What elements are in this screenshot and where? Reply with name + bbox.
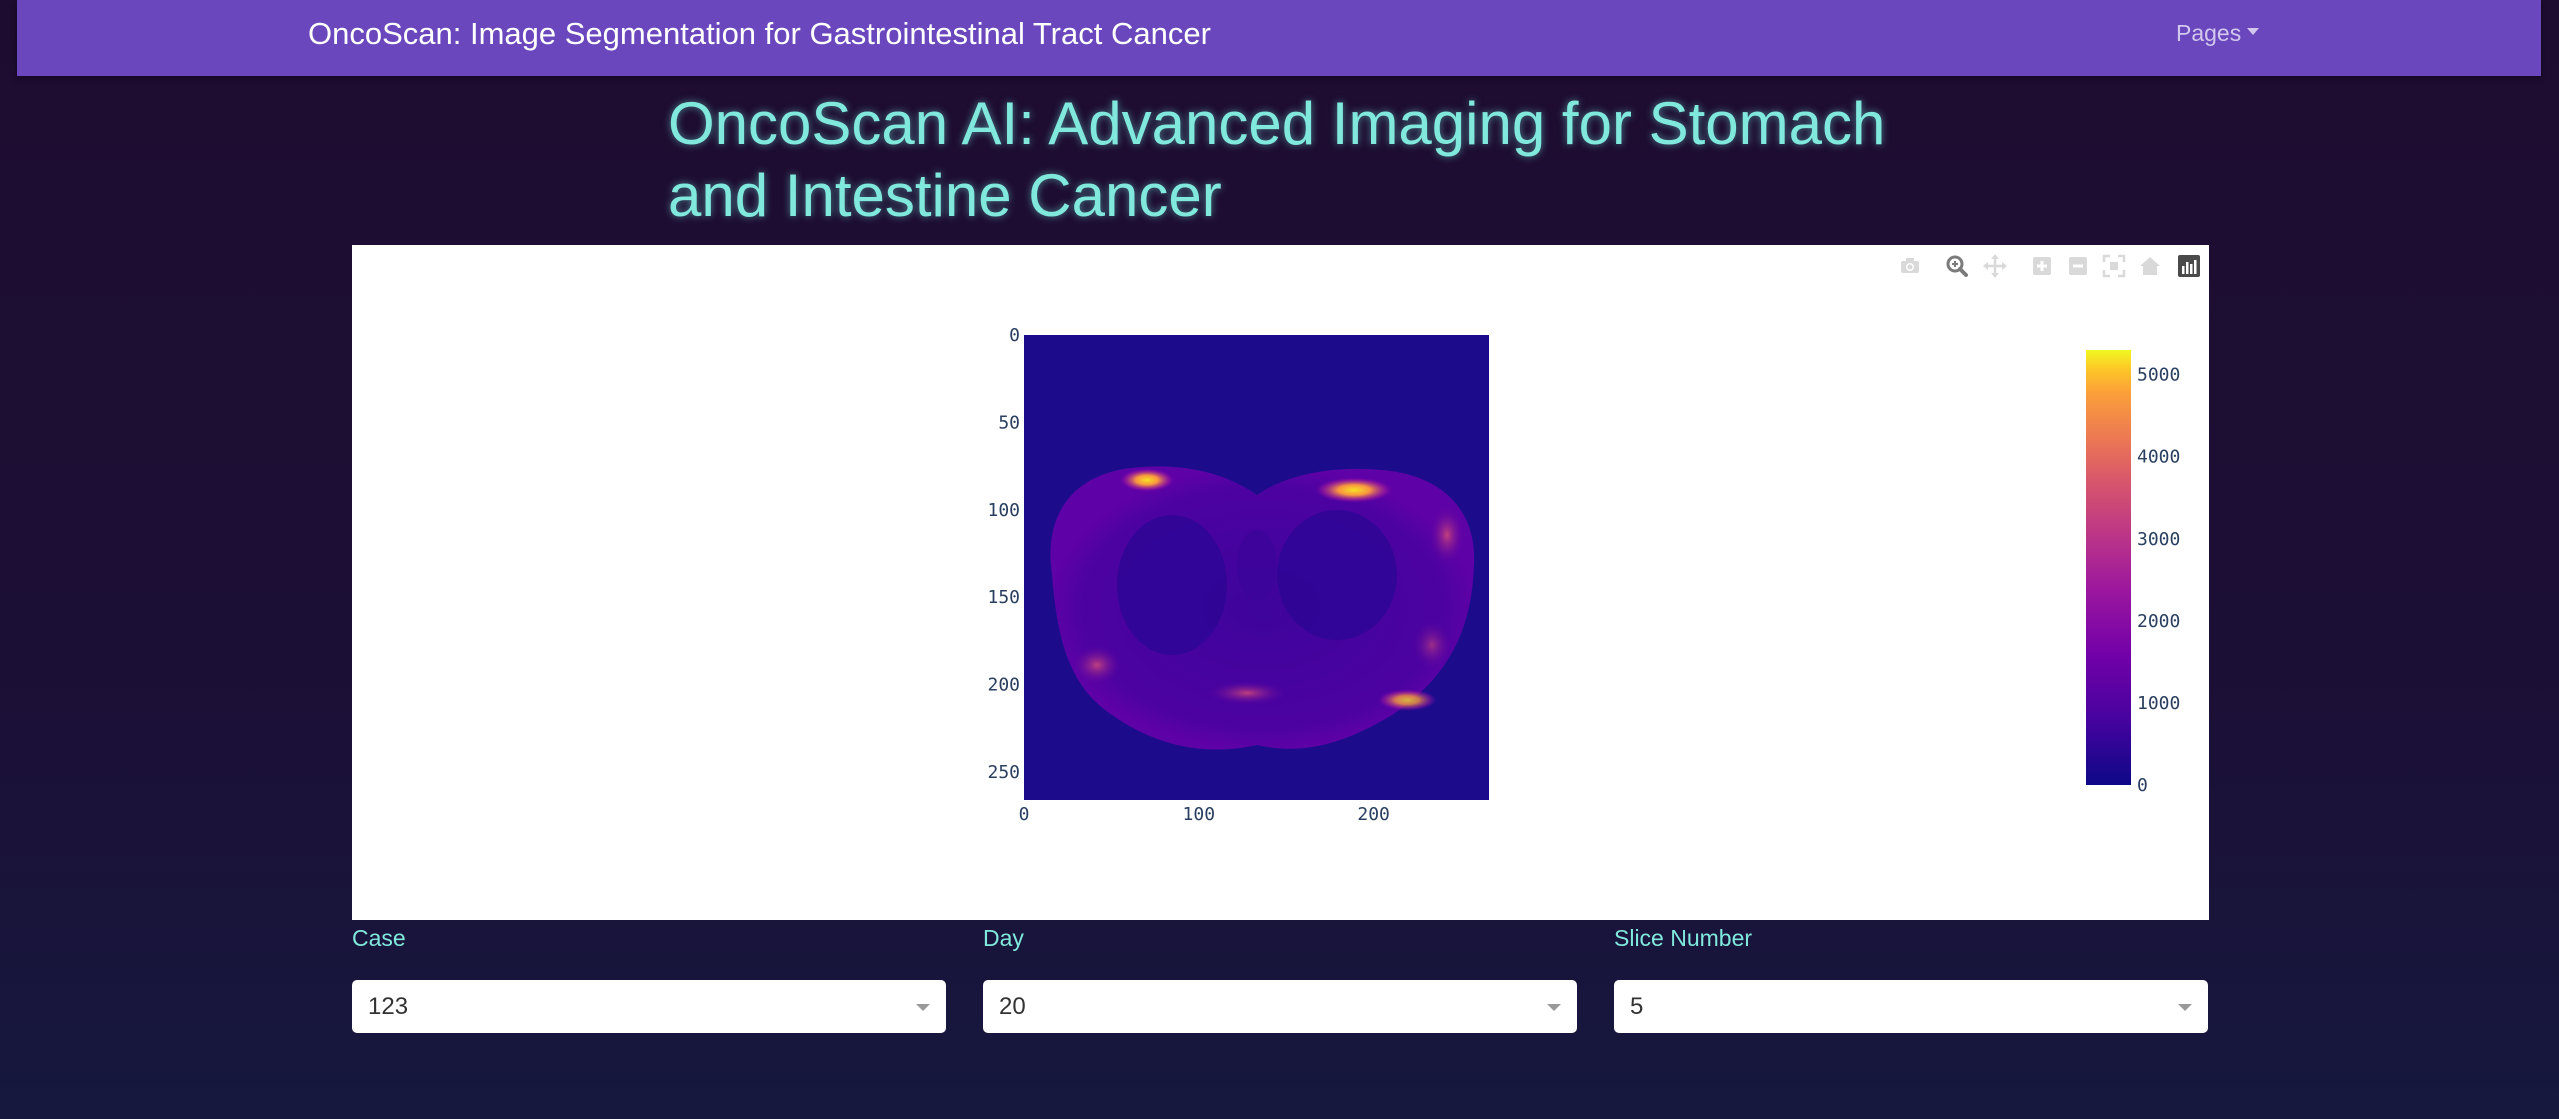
slice-label: Slice Number (1614, 925, 1753, 951)
plotly-logo-icon[interactable] (2176, 253, 2202, 279)
y-tick-label: 250 (987, 762, 1020, 783)
x-axis: 0 100 200 (1019, 804, 1390, 825)
heatmap-chart[interactable]: 0 100 200 0 50 100 150 200 250 0 1000 2000 3000 400… (352, 245, 2209, 920)
zoom-icon[interactable] (1944, 253, 1970, 279)
colorbar-ticks: 0 1000 2000 3000 4000 5000 (2137, 365, 2180, 796)
case-label: Case (352, 925, 406, 951)
page-title: OncoScan AI: Advanced Imaging for Stomac… (668, 90, 1886, 229)
colorbar-tick-label: 3000 (2137, 529, 2180, 550)
x-tick-label: 0 (1019, 804, 1030, 825)
day-select-value: 20 (999, 993, 1026, 1020)
reset-axes-icon[interactable] (2137, 253, 2163, 279)
pages-label: Pages (2176, 20, 2242, 46)
day-label: Day (983, 925, 1024, 951)
heatmap-image[interactable] (1024, 335, 1489, 800)
pages-dropdown[interactable]: Pages (2176, 20, 2260, 47)
y-axis: 0 50 100 150 200 250 (987, 325, 1020, 783)
y-tick-label: 200 (987, 675, 1020, 696)
slice-select-value: 5 (1630, 993, 1644, 1020)
case-select[interactable]: 123 (352, 980, 946, 1033)
colorbar-tick-label: 1000 (2137, 693, 2180, 714)
chevron-down-icon (916, 1004, 930, 1011)
autoscale-icon[interactable] (2101, 253, 2127, 279)
case-select-value: 123 (368, 993, 409, 1020)
graph-card[interactable]: 0 100 200 0 50 100 150 200 250 0 1000 2000 3000 400… (352, 245, 2209, 920)
slice-select[interactable]: 5 (1614, 980, 2208, 1033)
pan-icon[interactable] (1982, 253, 2008, 279)
y-tick-label: 150 (987, 587, 1020, 608)
y-tick-label: 50 (998, 412, 1020, 433)
navbar-brand[interactable]: OncoScan: Image Segmentation for Gastroi… (308, 16, 1211, 51)
zoom-out-icon[interactable] (2065, 253, 2091, 279)
x-tick-label: 200 (1357, 804, 1390, 825)
colorbar-tick-label: 2000 (2137, 611, 2180, 632)
y-tick-label: 100 (987, 500, 1020, 521)
chevron-down-icon (2247, 28, 2260, 36)
day-select[interactable]: 20 (983, 980, 1577, 1033)
zoom-in-icon[interactable] (2029, 253, 2055, 279)
colorbar-tick-label: 4000 (2137, 447, 2180, 468)
x-tick-label: 100 (1183, 804, 1216, 825)
y-tick-label: 0 (1009, 325, 1020, 346)
colorbar-tick-label: 5000 (2137, 365, 2180, 386)
colorbar-tick-label: 0 (2137, 775, 2148, 796)
navbar: OncoScan: Image Segmentation for Gastroi… (17, 0, 2541, 76)
colorbar (2086, 350, 2131, 785)
camera-icon[interactable] (1897, 253, 1923, 279)
chevron-down-icon (1547, 1004, 1561, 1011)
chevron-down-icon (2178, 1004, 2192, 1011)
